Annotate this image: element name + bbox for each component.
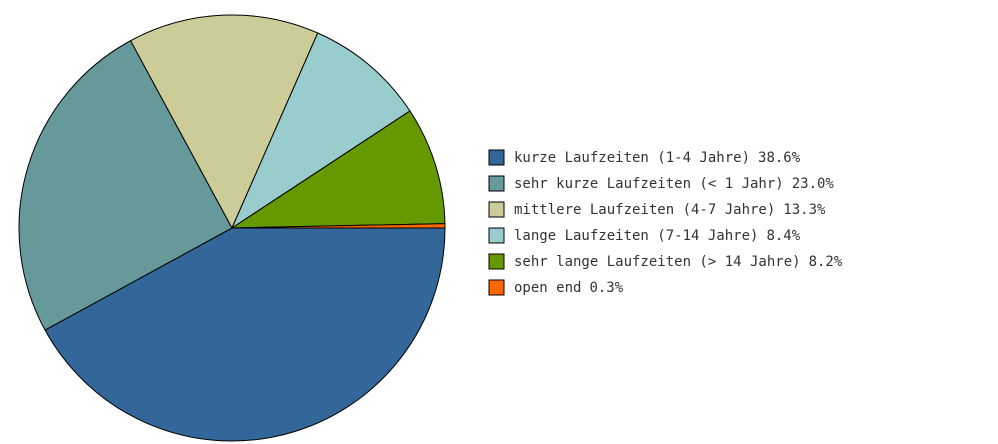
legend-label: mittlere Laufzeiten (4-7 Jahre) 13.3%	[514, 202, 826, 218]
legend-label: kurze Laufzeiten (1-4 Jahre) 38.6%	[514, 150, 801, 166]
legend-swatch	[488, 175, 505, 192]
legend-label: lange Laufzeiten (7-14 Jahre) 8.4%	[514, 228, 801, 244]
pie-slice	[18, 40, 233, 331]
pie-slice	[230, 110, 446, 229]
legend-name: lange Laufzeiten (7-14 Jahre)	[514, 228, 758, 244]
legend-label: sehr kurze Laufzeiten (< 1 Jahr) 23.0%	[514, 176, 834, 192]
legend-name: mittlere Laufzeiten (4-7 Jahre)	[514, 202, 775, 218]
legend-value: 0.3%	[589, 280, 623, 296]
pie-slice	[44, 227, 446, 442]
pie-slice	[230, 32, 411, 230]
legend-swatch	[488, 253, 505, 270]
legend-value: 23.0%	[792, 176, 835, 192]
legend-value: 8.4%	[766, 228, 800, 244]
legend-name: kurze Laufzeiten (1-4 Jahre)	[514, 150, 750, 166]
pie-slice	[231, 223, 446, 229]
legend-name: sehr lange Laufzeiten (> 14 Jahre)	[514, 254, 801, 270]
legend-swatch	[488, 227, 505, 244]
legend-value: 38.6%	[758, 150, 801, 166]
legend-name: sehr kurze Laufzeiten (< 1 Jahr)	[514, 176, 784, 192]
legend-label: sehr lange Laufzeiten (> 14 Jahre) 8.2%	[514, 254, 843, 270]
legend-value: 8.2%	[809, 254, 843, 270]
legend-label: open end 0.3%	[514, 280, 624, 296]
legend-name: open end	[514, 280, 581, 296]
pie-slice	[129, 14, 319, 230]
legend-value: 13.3%	[783, 202, 826, 218]
legend-swatch	[488, 149, 505, 166]
legend-swatch	[488, 279, 505, 296]
legend-swatch	[488, 201, 505, 218]
